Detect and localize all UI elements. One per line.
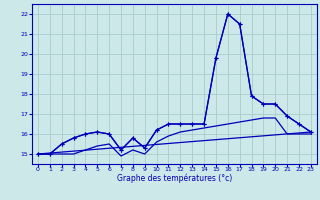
X-axis label: Graphe des températures (°c): Graphe des températures (°c) bbox=[117, 174, 232, 183]
